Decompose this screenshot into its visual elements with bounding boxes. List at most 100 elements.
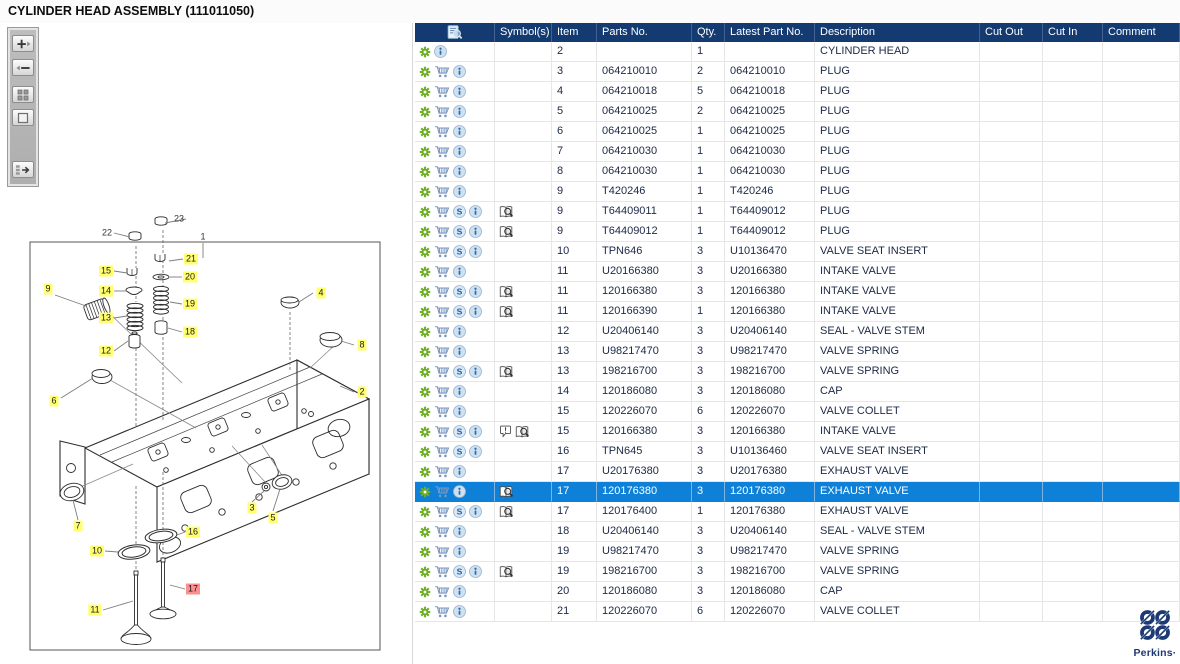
- diagram-callout-8[interactable]: 8: [357, 339, 367, 351]
- info-icon[interactable]: [453, 585, 466, 598]
- book-magnifier-icon[interactable]: [515, 425, 530, 439]
- diagram-callout-7[interactable]: 7: [73, 520, 83, 532]
- cart-icon[interactable]: [434, 425, 450, 438]
- table-row[interactable]: 11 U20166380 3 U20166380 INTAKE VALVE: [415, 262, 1180, 282]
- gear-icon[interactable]: [419, 106, 431, 118]
- gear-icon[interactable]: [419, 426, 431, 438]
- book-magnifier-icon[interactable]: [499, 225, 514, 239]
- cart-icon[interactable]: [434, 565, 450, 578]
- info-icon[interactable]: [469, 365, 482, 378]
- diagram-callout-19[interactable]: 19: [182, 298, 198, 310]
- info-icon[interactable]: [453, 465, 466, 478]
- info-icon[interactable]: [453, 185, 466, 198]
- cart-icon[interactable]: [434, 285, 450, 298]
- table-row[interactable]: S 9 T64409011 1 T64409012 PLUG: [415, 202, 1180, 222]
- diagram-callout-22[interactable]: 22: [101, 227, 113, 238]
- table-row[interactable]: 19 U98217470 3 U98217470 VALVE SPRING: [415, 542, 1180, 562]
- diagram-callout-14[interactable]: 14: [98, 285, 114, 297]
- cart-icon[interactable]: [434, 325, 450, 338]
- info-icon[interactable]: [469, 505, 482, 518]
- cart-icon[interactable]: [434, 605, 450, 618]
- table-row[interactable]: 21 120226070 6 120226070 VALVE COLLET: [415, 602, 1180, 622]
- gear-icon[interactable]: [419, 126, 431, 138]
- info-icon[interactable]: [453, 165, 466, 178]
- table-row[interactable]: S 16 TPN645 3 U10136460 VALVE SEAT INSERT: [415, 442, 1180, 462]
- s-badge-icon[interactable]: S: [453, 425, 466, 438]
- cart-icon[interactable]: [434, 65, 450, 78]
- gear-icon[interactable]: [419, 586, 431, 598]
- cart-icon[interactable]: [434, 525, 450, 538]
- s-badge-icon[interactable]: S: [453, 225, 466, 238]
- info-icon[interactable]: [453, 545, 466, 558]
- gear-icon[interactable]: [419, 386, 431, 398]
- gear-icon[interactable]: [419, 206, 431, 218]
- diagram-callout-11[interactable]: 11: [88, 604, 102, 616]
- cart-icon[interactable]: [434, 265, 450, 278]
- toggle-panel-button[interactable]: [12, 161, 34, 178]
- diagram-callout-10[interactable]: 10: [89, 545, 105, 557]
- cart-icon[interactable]: [434, 485, 450, 498]
- info-icon[interactable]: [453, 385, 466, 398]
- diagram-callout-5[interactable]: 5: [268, 512, 278, 524]
- gear-icon[interactable]: [419, 566, 431, 578]
- info-icon[interactable]: [453, 125, 466, 138]
- book-magnifier-icon[interactable]: [499, 485, 514, 499]
- gear-icon[interactable]: [419, 506, 431, 518]
- cart-icon[interactable]: [434, 125, 450, 138]
- info-icon[interactable]: [453, 405, 466, 418]
- table-row[interactable]: 12 U20406140 3 U20406140 SEAL - VALVE STEM: [415, 322, 1180, 342]
- gear-icon[interactable]: [419, 286, 431, 298]
- diagram-callout-9[interactable]: 9: [43, 283, 53, 295]
- cart-icon[interactable]: [434, 85, 450, 98]
- table-row[interactable]: 7 064210030 1 064210030 PLUG: [415, 142, 1180, 162]
- diagram-callout-2[interactable]: 2: [357, 386, 367, 398]
- info-icon[interactable]: [453, 145, 466, 158]
- info-icon[interactable]: [469, 225, 482, 238]
- s-badge-icon[interactable]: S: [453, 445, 466, 458]
- info-icon[interactable]: [453, 265, 466, 278]
- diagram-callout-13[interactable]: 13: [98, 312, 114, 324]
- info-icon[interactable]: [469, 205, 482, 218]
- table-row[interactable]: S 17 120176400 1 120176380 EXHAUST VALVE: [415, 502, 1180, 522]
- gear-icon[interactable]: [419, 266, 431, 278]
- gear-icon[interactable]: [419, 166, 431, 178]
- book-magnifier-icon[interactable]: [499, 305, 514, 319]
- gear-icon[interactable]: [419, 406, 431, 418]
- cart-icon[interactable]: [434, 205, 450, 218]
- table-row[interactable]: 8 064210030 1 064210030 PLUG: [415, 162, 1180, 182]
- table-row[interactable]: 4 064210018 5 064210018 PLUG: [415, 82, 1180, 102]
- info-icon[interactable]: [453, 65, 466, 78]
- table-row[interactable]: 13 U98217470 3 U98217470 VALVE SPRING: [415, 342, 1180, 362]
- s-badge-icon[interactable]: S: [453, 365, 466, 378]
- table-row[interactable]: 5 064210025 2 064210025 PLUG: [415, 102, 1180, 122]
- gear-icon[interactable]: [419, 146, 431, 158]
- table-row[interactable]: 17 U20176380 3 U20176380 EXHAUST VALVE: [415, 462, 1180, 482]
- gear-icon[interactable]: [419, 466, 431, 478]
- info-icon[interactable]: [453, 345, 466, 358]
- book-magnifier-icon[interactable]: [499, 365, 514, 379]
- gear-icon[interactable]: [419, 86, 431, 98]
- book-magnifier-icon[interactable]: [499, 205, 514, 219]
- table-row[interactable]: 9 T420246 1 T420246 PLUG: [415, 182, 1180, 202]
- gear-icon[interactable]: [419, 546, 431, 558]
- table-row[interactable]: 6 064210025 1 064210025 PLUG: [415, 122, 1180, 142]
- table-row[interactable]: 18 U20406140 3 U20406140 SEAL - VALVE STEM: [415, 522, 1180, 542]
- cart-icon[interactable]: [434, 545, 450, 558]
- s-badge-icon[interactable]: S: [453, 205, 466, 218]
- gear-icon[interactable]: [419, 486, 431, 498]
- table-row[interactable]: 3 064210010 2 064210010 PLUG: [415, 62, 1180, 82]
- cart-icon[interactable]: [434, 185, 450, 198]
- s-badge-icon[interactable]: S: [453, 505, 466, 518]
- diagram-callout-17[interactable]: 17: [185, 583, 201, 595]
- info-icon[interactable]: [469, 425, 482, 438]
- info-icon[interactable]: [469, 445, 482, 458]
- diagram-callout-16[interactable]: 16: [185, 526, 201, 538]
- diagram-callout-20[interactable]: 20: [182, 271, 198, 283]
- gear-icon[interactable]: [419, 226, 431, 238]
- gear-icon[interactable]: [419, 366, 431, 378]
- book-magnifier-icon[interactable]: [499, 505, 514, 519]
- book-magnifier-icon[interactable]: [499, 285, 514, 299]
- fit-view-button[interactable]: [12, 109, 34, 126]
- diagram-callout-15[interactable]: 15: [98, 265, 114, 277]
- cart-icon[interactable]: [434, 585, 450, 598]
